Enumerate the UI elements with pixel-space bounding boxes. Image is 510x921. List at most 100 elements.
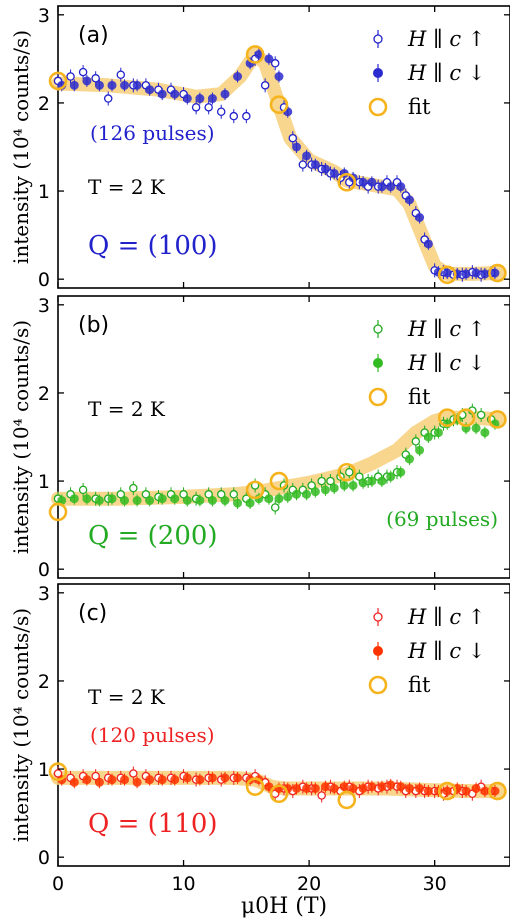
legend-label-fit: fit	[408, 95, 431, 119]
x-tick-label: 10	[171, 873, 195, 895]
fit-point	[269, 95, 289, 114]
data-point-up	[116, 70, 126, 79]
data-point-down	[310, 783, 320, 793]
legend-label-fit: fit	[408, 385, 431, 409]
data-point-down	[157, 494, 167, 504]
data-point-down	[132, 495, 142, 505]
y-tick-label: 0	[38, 847, 50, 869]
fit-point	[269, 784, 289, 804]
pulses-annotation: (69 pulses)	[386, 507, 498, 531]
legend-marker-down	[373, 646, 383, 656]
data-point-up	[229, 490, 239, 499]
data-point-down	[339, 782, 349, 792]
plot-frame	[57, 583, 510, 867]
legend-marker-up	[373, 34, 383, 44]
legend-marker-down	[373, 358, 383, 368]
legend-label-down: H ∥ c ↓	[407, 61, 485, 85]
ticks	[57, 296, 510, 578]
data-point-down	[145, 495, 155, 505]
data-point-down	[490, 786, 500, 796]
q-vector-label: Q = (110)	[88, 809, 218, 839]
data-point-down	[182, 773, 192, 783]
data-point-down	[82, 775, 92, 785]
y-tick-label: 1	[38, 181, 50, 203]
data-point-down	[69, 80, 79, 90]
fit-point	[488, 263, 507, 283]
fit-band	[51, 47, 505, 281]
data-point-down	[220, 773, 230, 783]
data-point-down	[423, 432, 433, 442]
data-point-down	[207, 94, 217, 104]
data-point-up	[204, 103, 213, 112]
data-point-down	[292, 783, 302, 793]
temperature-label: T = 2 K	[88, 685, 166, 709]
data-point-down	[120, 80, 130, 90]
legend: H ∥ c ↑ H ∥ c ↓ fit	[368, 605, 485, 697]
data-point-down	[377, 182, 387, 192]
data-point-down	[170, 89, 180, 99]
data-point-down	[233, 498, 243, 508]
series-down	[57, 771, 500, 798]
y-tick-label: 1	[38, 759, 50, 781]
y-tick-labels: 0 1 2 3	[38, 583, 50, 869]
data-point-down	[377, 782, 387, 792]
fit-point	[437, 265, 457, 285]
x-axis-label: μ0H (T)	[241, 894, 327, 919]
data-point-down	[302, 489, 312, 499]
legend-label-up: H ∥ c ↑	[407, 317, 485, 341]
y-tick-label: 2	[38, 383, 50, 405]
data-point-down	[405, 454, 415, 464]
legend-label-up: H ∥ c ↑	[407, 27, 485, 51]
legend-label-fit: fit	[408, 673, 431, 697]
data-point-down	[358, 783, 368, 793]
data-point-down	[320, 485, 330, 495]
data-point-down	[480, 786, 490, 796]
pulses-annotation: (120 pulses)	[90, 723, 215, 747]
data-point-up	[260, 81, 270, 90]
fit-band-line	[51, 47, 505, 281]
data-point-down	[415, 783, 425, 793]
fit-band-line	[51, 410, 505, 506]
y-axis-label: intensity (10⁴ counts/s)	[9, 608, 33, 842]
data-point-up	[141, 490, 151, 499]
q-vector-label: Q = (100)	[88, 231, 218, 261]
legend: H ∥ c ↑ H ∥ c ↓ fit	[368, 317, 485, 409]
data-point-down	[120, 495, 130, 505]
fit-band	[51, 410, 505, 506]
data-point-down	[195, 94, 205, 104]
data-point-up	[91, 771, 100, 781]
data-point-down	[423, 786, 433, 796]
legend-label-down: H ∥ c ↓	[407, 351, 485, 375]
plot-frame	[57, 295, 510, 579]
data-point-down	[396, 467, 406, 477]
plot-frame	[57, 5, 510, 289]
data-point-down	[367, 476, 377, 486]
data-point-down	[233, 773, 243, 783]
data-point-up	[66, 72, 75, 81]
legend-marker-fit	[368, 387, 388, 407]
data-point-down	[480, 269, 490, 279]
fit-point	[488, 781, 507, 801]
data-point-down	[94, 777, 104, 787]
data-point-down	[145, 85, 155, 95]
fit-point	[269, 471, 289, 491]
data-point-down	[348, 783, 358, 793]
data-point-down	[386, 472, 396, 482]
data-point-down	[320, 782, 330, 792]
data-point-down	[367, 177, 377, 187]
data-point-up	[476, 410, 486, 420]
fit-point	[245, 480, 265, 500]
data-point-up	[191, 103, 201, 112]
data-point-down	[107, 775, 117, 785]
data-point-up	[345, 467, 354, 477]
data-point-down	[207, 773, 217, 783]
data-point-down	[471, 783, 481, 793]
data-point-down	[182, 495, 192, 505]
data-point-down	[195, 775, 205, 785]
ticks	[57, 6, 510, 288]
panel-label: (c)	[78, 601, 107, 626]
data-point-down	[442, 786, 452, 796]
legend-marker-up	[373, 324, 383, 334]
data-point-down	[480, 428, 490, 438]
